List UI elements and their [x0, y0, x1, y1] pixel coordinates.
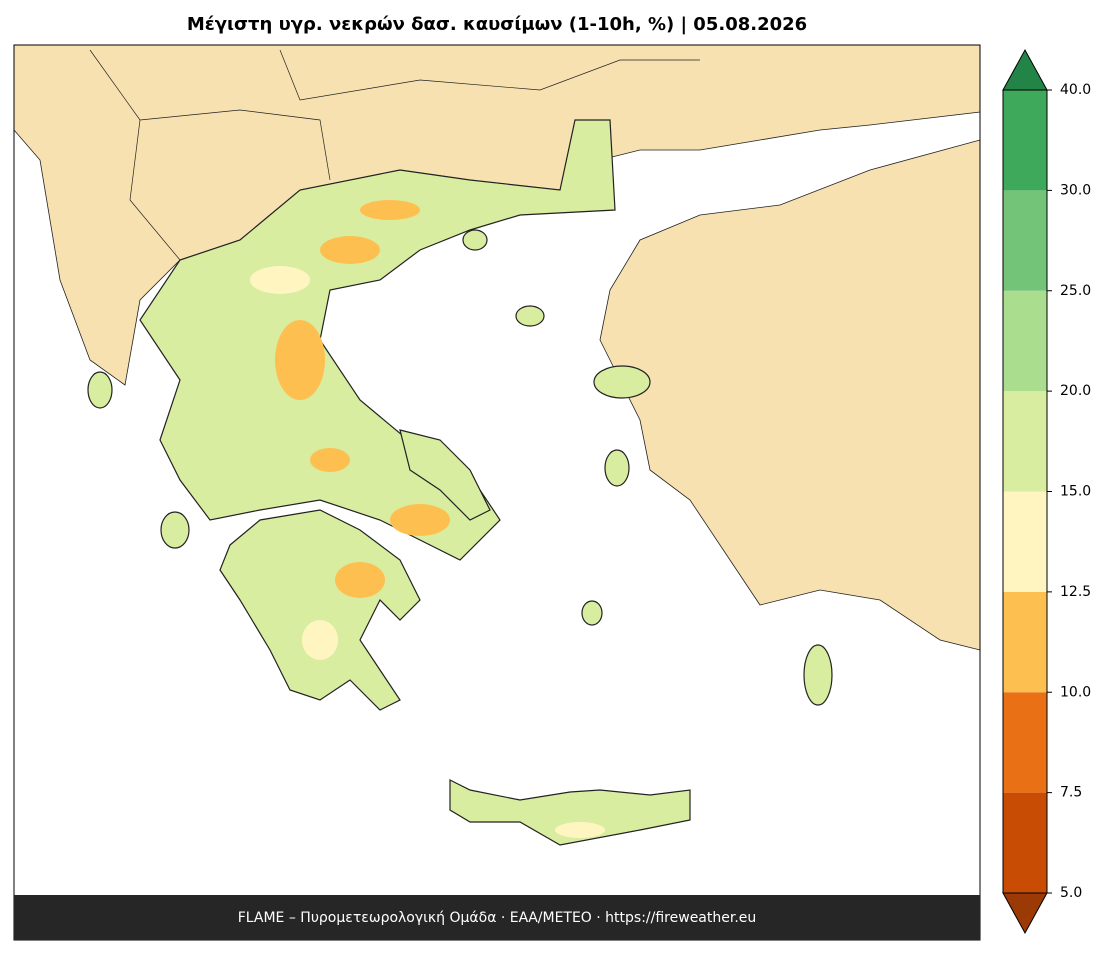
colorbar-tick-label: 7.5 — [1060, 785, 1082, 801]
colorbar-band — [1003, 591, 1047, 693]
chios — [604, 449, 630, 487]
colorbar-band — [1003, 391, 1047, 492]
colorbar-tick-label: 12.5 — [1060, 584, 1091, 600]
evia — [399, 429, 491, 521]
colorbar-tick-label: 15.0 — [1060, 484, 1091, 500]
map-title: Μέγιστη υγρ. νεκρών δασ. καυσίμων (1-10h… — [187, 14, 807, 35]
footer-bar — [14, 895, 980, 940]
colorbar-tick-label: 20.0 — [1060, 383, 1091, 399]
lemnos — [515, 305, 545, 327]
colorbar-band — [1003, 290, 1047, 392]
lesvos — [593, 365, 651, 399]
peloponnese — [219, 509, 421, 711]
rhodes — [803, 644, 833, 706]
colorbar-band — [1003, 90, 1047, 191]
colorbar-tick-label: 30.0 — [1060, 182, 1091, 198]
naxos — [581, 600, 603, 626]
moderate-patches — [250, 266, 605, 838]
colorbar-band — [1003, 692, 1047, 793]
colorbar-tick-label: 40.0 — [1060, 82, 1091, 98]
crete — [449, 779, 691, 846]
turkey-land — [599, 139, 981, 651]
colorbar-band — [1003, 190, 1047, 291]
colorbar-band — [1003, 491, 1047, 592]
thasos — [462, 229, 488, 251]
footer-text: FLAME – Πυρομετεωρολογική Ομάδα · ΕΑΑ/ME… — [238, 910, 757, 926]
colorbar: 5.0 7.5 10.0 12.5 15.0 20.0 25.0 30.0 40.0 — [1002, 48, 1091, 935]
dry-patches — [275, 200, 450, 598]
border — [89, 49, 181, 261]
colorbar-under — [1002, 892, 1048, 935]
colorbar-tick-label: 5.0 — [1060, 885, 1082, 901]
colorbar-band — [1003, 792, 1047, 893]
mainland-greece — [139, 119, 616, 561]
colorbar-tick-label: 10.0 — [1060, 684, 1091, 700]
border — [139, 109, 331, 181]
map — [13, 44, 981, 941]
colorbar-tick-label: 25.0 — [1060, 283, 1091, 299]
border — [279, 49, 700, 101]
corfu — [87, 371, 113, 409]
kefalonia — [160, 511, 190, 549]
colorbar-over — [1002, 48, 1048, 91]
